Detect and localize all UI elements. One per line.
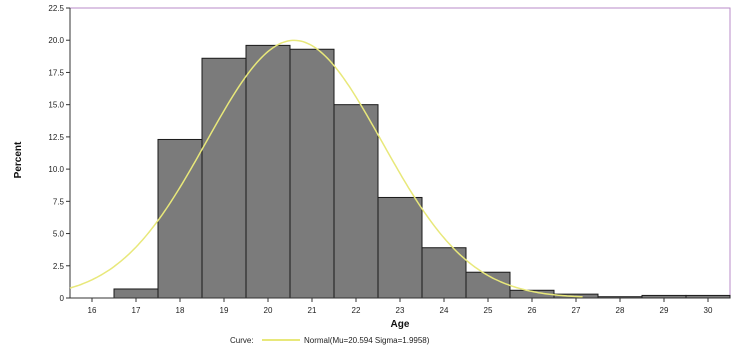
x-tick-label: 29 [660, 306, 669, 315]
x-tick-label: 20 [264, 306, 273, 315]
x-tick-label: 23 [396, 306, 405, 315]
histogram-bar [245, 44, 291, 299]
histogram-bar [377, 196, 423, 299]
histogram-bar [333, 104, 379, 299]
histogram-bar [157, 138, 203, 299]
x-tick-label: 25 [484, 306, 493, 315]
y-tick-label: 22.5 [48, 4, 64, 13]
y-tick-label: 7.5 [53, 197, 65, 206]
legend-entry: Normal(Mu=20.594 Sigma=1.9958) [304, 336, 430, 345]
y-tick-label: 2.5 [53, 262, 65, 271]
x-tick-label: 27 [572, 306, 581, 315]
x-tick-label: 21 [308, 306, 317, 315]
x-tick-label: 18 [176, 306, 185, 315]
x-axis-title: Age [391, 319, 410, 330]
x-tick-label: 24 [440, 306, 449, 315]
x-tick-label: 19 [220, 306, 229, 315]
x-tick-label: 30 [704, 306, 713, 315]
axes-group: 0 2.5 5.0 7.5 10.0 12.5 15.0 17.5 20.0 22.5 16 17 18… [48, 4, 730, 315]
y-tick-label: 17.5 [48, 68, 64, 77]
y-tick-label: 0 [60, 294, 65, 303]
x-tick-label: 17 [132, 306, 141, 315]
y-axis-title: Percent [13, 141, 24, 178]
normal-curve [69, 39, 583, 298]
x-tick-label: 22 [352, 306, 361, 315]
y-tick-label: 15.0 [48, 101, 64, 110]
x-tick-label: 16 [88, 306, 97, 315]
x-tick-label: 26 [528, 306, 537, 315]
bars-group [113, 44, 731, 299]
y-tick-label: 5.0 [53, 230, 65, 239]
histogram-bar [201, 57, 247, 299]
legend-label: Curve: [230, 336, 254, 345]
y-tick-label: 20.0 [48, 36, 64, 45]
histogram-bar [421, 247, 467, 299]
histogram-bar [113, 288, 159, 299]
x-tick-label: 28 [616, 306, 625, 315]
y-tick-label: 10.0 [48, 165, 64, 174]
y-tick-label: 12.5 [48, 133, 64, 142]
histogram-bar [289, 48, 335, 299]
